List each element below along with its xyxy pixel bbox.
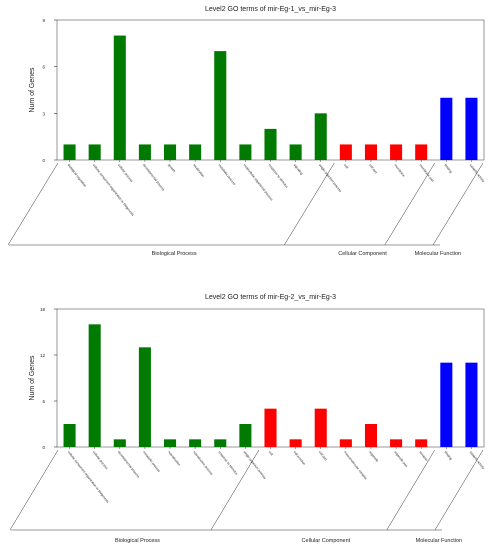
category-label: growth [167,163,176,173]
category-label: localization [192,163,205,178]
bar [415,439,428,447]
bar [164,439,177,447]
y-tick-label: 12 [40,353,46,358]
bar [264,128,277,160]
category-label: response to stimulus [268,163,289,189]
category-label: binding [444,450,454,461]
category-label: response to stimulus [217,450,238,476]
group-divider [432,162,484,246]
bar [88,324,101,447]
group-label: Cellular Component [302,538,351,544]
y-tick-label: 3 [42,111,45,116]
category-label: cellular process [92,450,109,470]
category-label: developmental process [117,450,141,479]
category-label: reproductive process [192,450,214,476]
category-label: single-organism process [318,163,343,193]
category-label: catalytic activity [469,163,486,183]
bar [88,144,101,160]
group-label: Cellular Component [338,251,387,257]
group-divider [210,449,260,531]
category-label: organelle part [393,450,408,468]
category-label: macromolecular complex [343,450,368,481]
category-label: metabolic process [217,163,236,186]
group-divider [386,449,435,531]
bar [239,144,252,160]
bar [390,144,403,160]
group-label: Molecular Function [416,538,462,544]
category-label: cell [268,450,274,456]
bar [339,439,352,447]
bar [63,424,76,447]
category-label: organelle [368,450,379,463]
group-divider [7,162,59,246]
category-label: binding [444,163,454,174]
category-label: signaling [293,163,304,176]
bar [390,439,403,447]
y-axis-label: Num of Genes [29,355,36,401]
bar [189,439,202,447]
group-divider [284,162,335,246]
y-tick-label: 0 [42,158,45,163]
category-label: catalytic activity [469,450,486,470]
bar [465,362,478,447]
category-label: metabolic process [142,450,161,473]
category-label: developmental process [142,163,166,192]
category-label: reproduction [167,450,181,467]
bar [63,144,76,160]
bar [289,144,302,160]
chart-1: Level2 GO terms of mir-Eg-1_vs_mir-Eg-3 N… [7,6,486,257]
bar [289,439,302,447]
category-label: cellular process [117,163,134,183]
bar [440,97,453,160]
y-tick-label: 6 [42,65,45,70]
group-label: Biological Process [152,251,197,257]
bar [113,439,126,447]
y-tick-label: 9 [42,18,45,23]
y-axis-label: Num of Genes [29,67,36,113]
bar [164,144,177,160]
bar [239,424,252,447]
category-label: membrane [393,163,406,178]
bar [440,362,453,447]
group-divider [384,162,435,246]
bar [138,144,151,160]
chart-title: Level2 GO terms of mir-Eg-1_vs_mir-Eg-3 [205,6,336,13]
category-label: cellular component organization or bioge… [67,450,110,504]
chart-title: Level2 GO terms of mir-Eg-2_vs_mir-Eg-3 [205,294,336,301]
category-label: cell junction [293,450,307,466]
bar [465,97,478,160]
bar [314,408,327,447]
category-label: synapse [418,450,429,462]
group-divider [9,449,59,531]
category-label: membrane part [418,163,435,183]
category-label: biological regulation [67,163,88,188]
y-tick-label: 0 [42,445,45,450]
category-label: cell part [318,450,328,461]
category-label: cell [343,163,349,169]
bar [364,144,377,160]
bar [214,51,227,160]
category-label: cell part [368,163,378,174]
bar [264,408,277,447]
category-label: single-organism process [243,450,268,480]
group-label: Molecular Function [415,251,461,257]
chart-2: Level2 GO terms of mir-Eg-2_vs_mir-Eg-3 N… [9,294,486,544]
bar [189,144,202,160]
bar [339,144,352,160]
bar [214,439,227,447]
group-label: Biological Process [115,538,160,544]
bar [364,424,377,447]
bar [314,113,327,160]
category-label: cellular component organization or bioge… [92,163,135,217]
bar [138,347,151,447]
bar [113,35,126,160]
bar [415,144,428,160]
y-tick-label: 6 [42,399,45,404]
category-label: multicellular organismal process [243,163,274,202]
y-tick-label: 18 [40,307,46,312]
group-divider [434,449,484,531]
